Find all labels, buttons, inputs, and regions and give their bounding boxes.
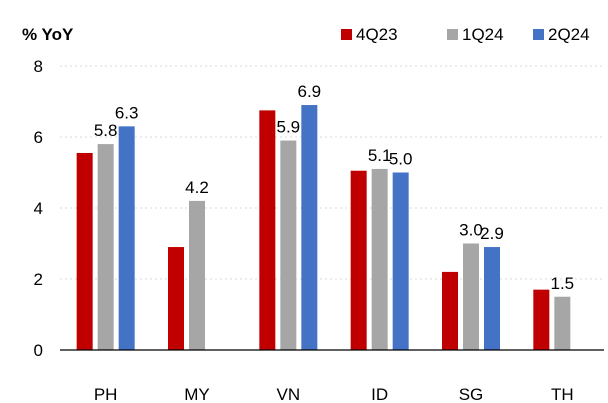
bars (76, 105, 571, 350)
bar-vn-2q24 (301, 105, 318, 350)
y-tick-label: 8 (34, 57, 43, 76)
bar-th-4q23 (533, 289, 550, 350)
x-axis-categories: PH MY VN ID SG TH (94, 385, 574, 403)
x-category-label: PH (94, 385, 118, 403)
x-category-label: VN (277, 385, 301, 403)
y-tick-label: 0 (34, 341, 43, 360)
bar-ph-4q23 (76, 152, 93, 350)
bar-id-2q24 (392, 172, 409, 350)
y-tick-label: 6 (34, 128, 43, 147)
bar-sg-1q24 (463, 243, 479, 350)
bar-ph-1q24 (97, 144, 114, 350)
bar-th-1q24 (554, 296, 571, 350)
legend-swatch (533, 29, 544, 40)
data-label: 5.8 (94, 121, 118, 140)
bar-id-4q23 (350, 170, 367, 350)
bar-sg-2q24 (484, 247, 500, 350)
data-label: 5.0 (389, 150, 413, 169)
gridlines (60, 65, 604, 280)
bar-sg-4q23 (442, 271, 458, 350)
legend-swatch (447, 29, 458, 40)
data-label: 2.9 (480, 224, 504, 243)
data-label: 1.5 (551, 274, 575, 293)
data-label: 5.9 (277, 118, 301, 137)
x-category-label: MY (184, 385, 210, 403)
bar-vn-4q23 (259, 110, 276, 350)
bar-vn-1q24 (280, 140, 297, 350)
legend-swatch (341, 29, 352, 40)
legend-label: 2Q24 (548, 25, 590, 44)
y-axis-label: % YoY (22, 25, 74, 44)
bar-ph-2q24 (118, 126, 135, 350)
legend-label: 1Q24 (462, 25, 504, 44)
x-category-label: TH (551, 385, 574, 403)
bar-my-4q23 (168, 247, 184, 350)
y-axis-ticks: 0 2 4 6 8 (34, 57, 43, 360)
data-labels: 5.86.3 4.2 5.9 6.9 5.15.0 3.02.9 1.5 (94, 82, 574, 293)
data-label: 6.9 (298, 82, 322, 101)
x-category-label: SG (459, 385, 484, 403)
legend-label: 4Q23 (356, 25, 398, 44)
data-label: 5.1 (368, 146, 392, 165)
data-label: 3.0 (459, 221, 483, 240)
legend: 4Q23 1Q24 2Q24 (341, 25, 590, 44)
y-tick-label: 2 (34, 270, 43, 289)
y-tick-label: 4 (34, 199, 43, 218)
bar-my-1q24 (189, 200, 205, 350)
bar-id-1q24 (371, 168, 388, 350)
data-label: 4.2 (185, 178, 209, 197)
x-category-label: ID (371, 385, 388, 403)
data-label: 6.3 (115, 103, 139, 122)
